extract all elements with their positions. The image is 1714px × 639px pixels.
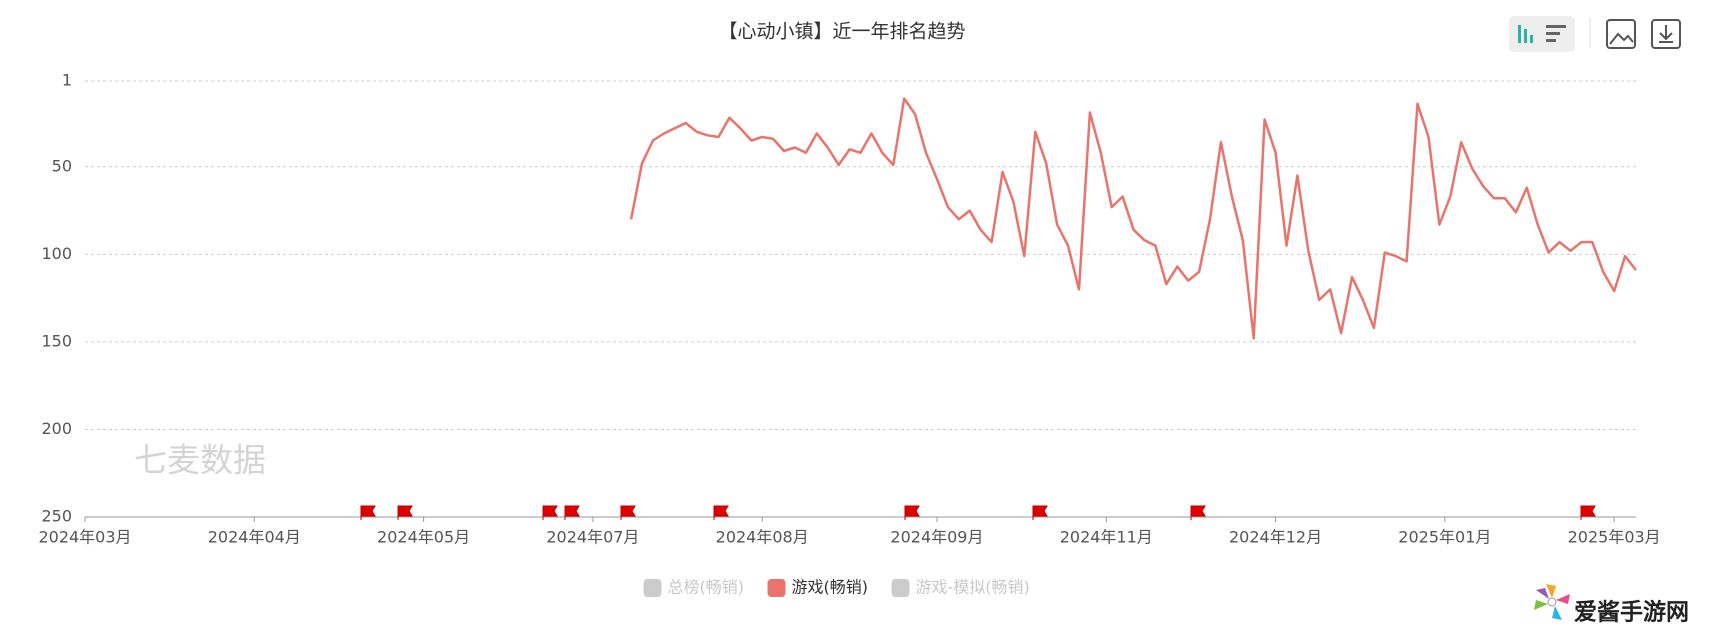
legend-label: 总榜(畅销): [668, 578, 745, 597]
legend-swatch: [767, 579, 786, 597]
chart-title: 【心动小镇】近一年排名趋势: [718, 21, 965, 43]
flag[interactable]: [564, 505, 580, 520]
x-tick-label: 2024年07月: [546, 528, 639, 547]
icon: [1609, 32, 1634, 45]
flag[interactable]: [542, 505, 558, 520]
legend-swatch: [643, 579, 662, 597]
x-tick-label: 2024年04月: [208, 528, 301, 547]
flag[interactable]: [1580, 505, 1596, 520]
brand-logo: 爱酱手游网: [1534, 584, 1689, 626]
y-tick-label: 1: [62, 71, 72, 90]
x-tick-label: 2025年03月: [1568, 528, 1661, 547]
legend-label: 游戏-模拟(畅销): [916, 578, 1030, 597]
flag[interactable]: [360, 505, 376, 520]
legend-label: 游戏(畅销): [792, 578, 869, 597]
x-tick-label: 2024年09月: [890, 528, 983, 547]
series-line: [629, 97, 1637, 340]
legend: 总榜(畅销) 游戏(畅销) 游戏-模拟(畅销): [643, 578, 1030, 598]
flag[interactable]: [904, 505, 920, 520]
legend-item[interactable]: 游戏-模拟(畅销): [891, 578, 1030, 598]
flag[interactable]: [1190, 505, 1206, 520]
icon: [1518, 25, 1521, 43]
legend-swatch: [891, 579, 910, 597]
flag[interactable]: [1032, 505, 1048, 520]
legend-item[interactable]: 总榜(畅销): [643, 578, 745, 598]
flag[interactable]: [620, 505, 636, 520]
y-tick-label: 150: [41, 331, 72, 350]
logo-petal: [1552, 606, 1562, 620]
legend-item[interactable]: 游戏(畅销): [767, 578, 869, 598]
toolbar: [1509, 16, 1681, 52]
x-tick-label: 2025年01月: [1398, 528, 1491, 547]
brand-name: 爱酱手游网: [1574, 599, 1689, 626]
x-tick-label: 2024年08月: [716, 528, 809, 547]
logo-petal: [1536, 588, 1549, 599]
flag[interactable]: [713, 505, 729, 520]
x-tick-label: 2024年05月: [377, 528, 470, 547]
x-tick-label: 2024年03月: [38, 528, 131, 547]
download-button[interactable]: [1651, 19, 1681, 49]
watermark: 七麦数据: [134, 441, 266, 480]
flag[interactable]: [397, 505, 413, 520]
y-tick-label: 200: [41, 419, 72, 438]
y-tick-label: 250: [41, 507, 72, 526]
x-tick-label: 2024年12月: [1229, 528, 1322, 547]
icon: [1546, 39, 1556, 42]
event-flags: [360, 505, 1596, 520]
icon: [1530, 35, 1533, 43]
icon: [1659, 25, 1673, 43]
icon: [1524, 29, 1527, 43]
y-tick-label: 50: [52, 156, 72, 175]
logo-petal: [1556, 594, 1570, 604]
logo-petal: [1534, 600, 1548, 610]
icon: [1546, 25, 1566, 28]
image-button[interactable]: [1606, 19, 1636, 49]
y-tick-label: 100: [41, 244, 72, 263]
logo-center: [1547, 597, 1557, 607]
logo-petal: [1546, 584, 1556, 598]
icon: [1546, 32, 1560, 35]
x-tick-label: 2024年11月: [1060, 528, 1153, 547]
